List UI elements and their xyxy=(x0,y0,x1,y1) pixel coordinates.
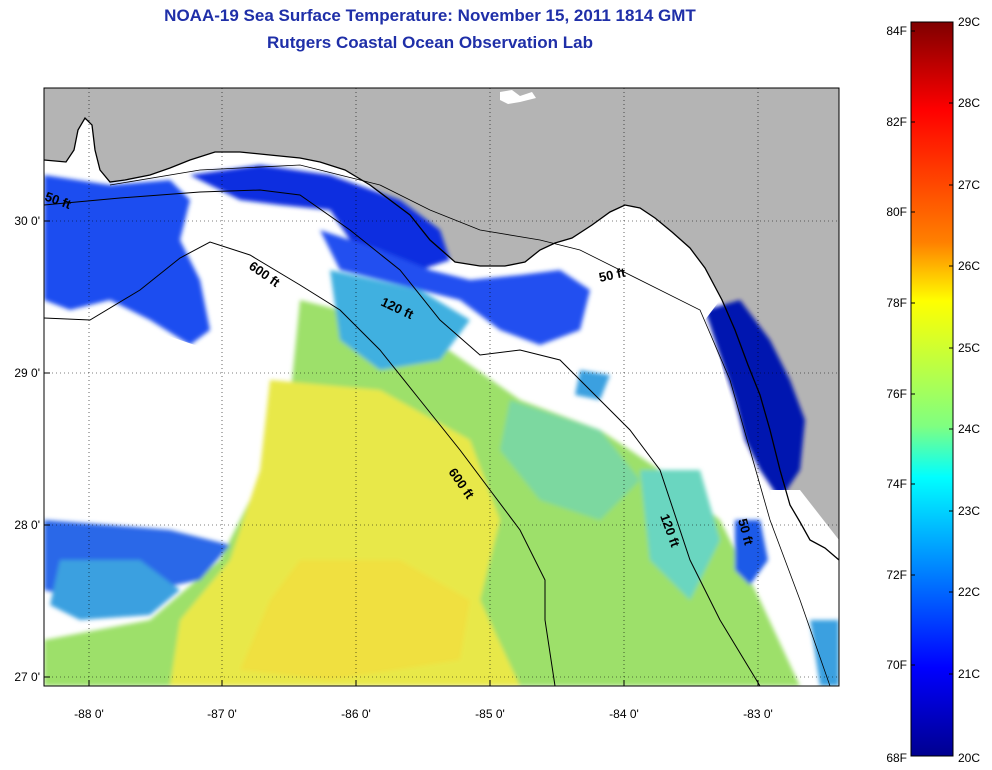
lon-label-83: -83 0' xyxy=(743,707,773,721)
lon-label-85: -85 0' xyxy=(475,707,505,721)
colorbar-c-label: 26C xyxy=(958,259,980,273)
nodata-southeast xyxy=(770,490,839,610)
colorbar-f-label: 80F xyxy=(886,205,907,219)
nodata-west xyxy=(44,330,260,510)
coastline xyxy=(44,116,839,561)
colorbar-c-label: 20C xyxy=(958,751,980,765)
colorbar-f-label: 82F xyxy=(886,115,907,129)
colorbar-c-label: 22C xyxy=(958,585,980,599)
map-frame xyxy=(43,87,840,687)
map-subtitle: Rutgers Coastal Ocean Observation Lab xyxy=(267,33,593,52)
land-mass xyxy=(44,88,839,560)
colorbar-ticks xyxy=(911,21,953,757)
contour-label-50ft-east: 50 ft xyxy=(598,265,628,285)
colorbar-c-label: 25C xyxy=(958,341,980,355)
graticule xyxy=(44,88,839,686)
colorbar-f-label: 84F xyxy=(886,24,907,38)
colorbar-f-label: 74F xyxy=(886,477,907,491)
colorbar-c-label: 27C xyxy=(958,178,980,192)
colorbar-f-label: 78F xyxy=(886,296,907,310)
colorbar-c-label: 23C xyxy=(958,504,980,518)
lat-label-30: 30 0' xyxy=(14,214,40,228)
colorbar-c-label: 28C xyxy=(958,96,980,110)
colorbar xyxy=(910,21,954,757)
colorbar-c-label: 29C xyxy=(958,15,980,29)
contour-label-50ft-south: 50 ft xyxy=(735,517,757,547)
lat-label-27: 27 0' xyxy=(14,670,40,684)
lon-label-87: -87 0' xyxy=(207,707,237,721)
lat-label-29: 29 0' xyxy=(14,366,40,380)
map-title: NOAA-19 Sea Surface Temperature: Novembe… xyxy=(164,6,696,25)
colorbar-f-label: 72F xyxy=(886,568,907,582)
colorbar-f-label: 68F xyxy=(886,751,907,765)
colorbar-c-label: 24C xyxy=(958,422,980,436)
lon-label-88: -88 0' xyxy=(74,707,104,721)
inland-lake xyxy=(500,90,536,104)
contour-600ft-line xyxy=(44,241,556,686)
map-ticks xyxy=(44,220,759,686)
contour-120ft-line xyxy=(44,189,761,686)
contour-50ft-line xyxy=(109,164,831,686)
colorbar-c-label: 21C xyxy=(958,667,980,681)
sst-field xyxy=(44,165,839,686)
lon-label-86: -86 0' xyxy=(341,707,371,721)
colorbar-f-label: 76F xyxy=(886,387,907,401)
nodata-nearshore xyxy=(590,220,735,460)
lon-label-84: -84 0' xyxy=(609,707,639,721)
lat-label-28: 28 0' xyxy=(14,518,40,532)
colorbar-f-label: 70F xyxy=(886,658,907,672)
